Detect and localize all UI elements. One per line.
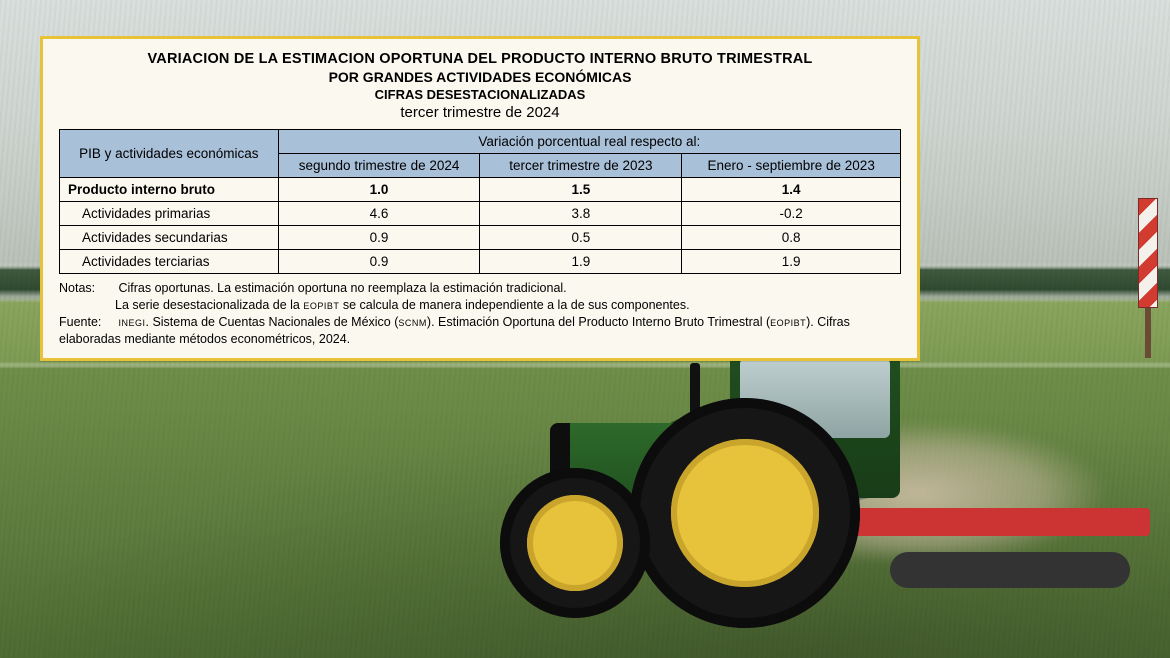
table-row: Actividades secundarias0.90.50.8 (60, 226, 901, 250)
title-line-2: POR GRANDES ACTIVIDADES ECONÓMICAS (59, 69, 901, 85)
table-head: PIB y actividades económicas Variación p… (60, 130, 901, 178)
notas-1-text: Cifras oportunas. La estimación oportuna… (118, 281, 566, 295)
cell-0: 1.0 (278, 178, 480, 202)
cell-0: 4.6 (278, 202, 480, 226)
data-table: PIB y actividades económicas Variación p… (59, 129, 901, 274)
table-row: Producto interno bruto1.01.51.4 (60, 178, 901, 202)
row-label: Producto interno bruto (60, 178, 279, 202)
document-card: VARIACION DE LA ESTIMACION OPORTUNA DEL … (40, 36, 920, 361)
warning-post (1138, 198, 1158, 358)
table-row: Actividades terciarias0.91.91.9 (60, 250, 901, 274)
stage: VARIACION DE LA ESTIMACION OPORTUNA DEL … (0, 0, 1170, 658)
cell-0: 0.9 (278, 250, 480, 274)
row-label: Actividades primarias (60, 202, 279, 226)
col-1: tercer trimestre de 2023 (480, 154, 682, 178)
cell-2: 1.4 (682, 178, 901, 202)
tractor-rear-wheel (630, 398, 860, 628)
table-body: Producto interno bruto1.01.51.4Actividad… (60, 178, 901, 274)
title-line-1: VARIACION DE LA ESTIMACION OPORTUNA DEL … (59, 51, 901, 67)
cell-1: 1.9 (480, 250, 682, 274)
notas-line-1: Notas: Cifras oportunas. La estimación o… (59, 280, 901, 297)
fuente-sc2: SCNM (398, 315, 427, 329)
warning-stripes (1138, 198, 1158, 308)
cell-1: 0.5 (480, 226, 682, 250)
front-rim (527, 495, 623, 591)
col-0: segundo trimestre de 2024 (278, 154, 480, 178)
row-header: PIB y actividades económicas (60, 130, 279, 178)
fuente-c: ). Estimación Oportuna del Producto Inte… (427, 315, 770, 329)
implement-frame (850, 508, 1150, 536)
cell-2: 0.8 (682, 226, 901, 250)
rear-rim (671, 439, 818, 586)
cell-0: 0.9 (278, 226, 480, 250)
row-header-text: PIB y actividades económicas (79, 146, 258, 161)
notas-2-sc: EOPIBT (303, 298, 339, 312)
title-line-3: CIFRAS DESESTACIONALIZADAS (59, 87, 901, 102)
cell-1: 3.8 (480, 202, 682, 226)
row-label: Actividades terciarias (60, 250, 279, 274)
col-2: Enero - septiembre de 2023 (682, 154, 901, 178)
fuente-label: Fuente: (59, 314, 115, 331)
cell-1: 1.5 (480, 178, 682, 202)
subtitle: tercer trimestre de 2024 (59, 104, 901, 121)
row-label: Actividades secundarias (60, 226, 279, 250)
notes-block: Notas: Cifras oportunas. La estimación o… (59, 280, 901, 348)
implement-roller (890, 552, 1130, 588)
fuente-b: . Sistema de Cuentas Nacionales de Méxic… (146, 315, 399, 329)
fuente-line: Fuente: INEGI. Sistema de Cuentas Nacion… (59, 314, 901, 348)
warning-pole (1145, 308, 1151, 358)
table-row: Actividades primarias4.63.8-0.2 (60, 202, 901, 226)
notas-line-2: La serie desestacionalizada de la EOPIBT… (59, 297, 901, 314)
table-row: PIB y actividades económicas Variación p… (60, 130, 901, 154)
notas-2a: La serie desestacionalizada de la (115, 298, 303, 312)
cell-2: -0.2 (682, 202, 901, 226)
cell-2: 1.9 (682, 250, 901, 274)
fuente-sc1: INEGI (118, 315, 145, 329)
fuente-sc3: EOPIBT (770, 315, 806, 329)
tractor-front-wheel (500, 468, 650, 618)
span-header: Variación porcentual real respecto al: (278, 130, 900, 154)
notas-label: Notas: (59, 280, 115, 297)
notas-2b: se calcula de manera independiente a la … (339, 298, 689, 312)
